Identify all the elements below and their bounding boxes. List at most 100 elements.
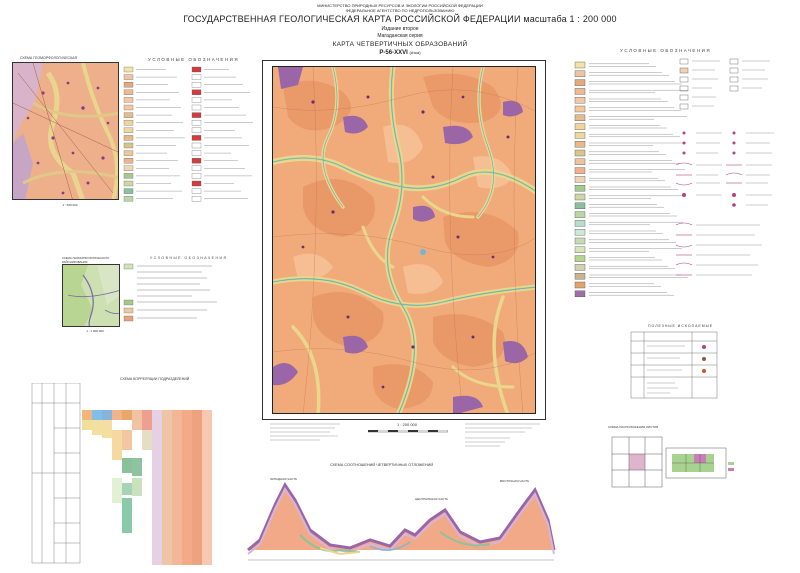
inset-legend-swatch (123, 165, 134, 171)
inset2-title: СХЕМА ГЕОМОРФОЛОГИЧЕСКОГО РАЙОНИРОВАНИЯ (62, 256, 110, 264)
inset-legend-symbol (191, 158, 202, 164)
legend-swatch (574, 61, 586, 69)
inset-legend-swatch (123, 104, 134, 111)
ministry-line: МИНИСТЕРСТВО ПРИРОДНЫХ РЕСУРСОВ И ЭКОЛОГ… (317, 3, 483, 8)
right-legend-swatches (574, 61, 688, 298)
sheet-number: P-56-XXVI (Атка) (300, 50, 500, 56)
inset-legend-symbol (191, 97, 202, 103)
scale-bar (368, 430, 448, 433)
inset-title: СХЕМА ГЕОМОРФОЛОГИЧЕСКАЯ (20, 56, 77, 60)
edition-label: Издание второе (381, 26, 419, 32)
inset-legend-swatch (123, 97, 134, 103)
legend-swatch (574, 149, 586, 157)
inset-legend-symbol (191, 112, 202, 118)
legend-swatch (574, 290, 586, 298)
inset-legend-symbol (191, 120, 202, 126)
page-title: ГОСУДАРСТВЕННАЯ ГЕОЛОГИЧЕСКАЯ КАРТА РОСС… (183, 14, 617, 24)
index-title: СХЕМА РАСПОЛОЖЕНИЯ ЛИСТОВ (608, 425, 659, 429)
inset-legend-swatch (123, 120, 134, 126)
inset-legend-symbol (191, 173, 202, 179)
inset-legend-swatch (123, 158, 134, 164)
right-legend-symbols (675, 58, 774, 276)
inset-legend-swatch (123, 82, 134, 88)
main-map[interactable] (272, 66, 536, 414)
legend-swatch (574, 167, 586, 174)
legend-swatch (574, 211, 586, 218)
inset-legend-swatch (123, 173, 134, 179)
legend-swatch (574, 97, 586, 104)
legend-swatch (574, 79, 586, 86)
legend-swatch (574, 105, 586, 113)
legend-swatch (574, 220, 586, 227)
map-name: КАРТА ЧЕТВЕРТИЧНЫХ ОБРАЗОВАНИЙ (332, 41, 468, 48)
series-label: Магаданская серия (377, 33, 423, 39)
agency-line: ФЕДЕРАЛЬНОЕ АГЕНТСТВО ПО НЕДРОПОЛЬЗОВАНИ… (345, 8, 455, 13)
correlation-title: СХЕМА КОРРЕЛЯЦИИ ПОДРАЗДЕЛЕНИЙ (120, 377, 190, 381)
legend-swatch (574, 202, 586, 210)
inset-legend-swatch (123, 150, 134, 156)
inset-legend-swatch (123, 188, 134, 194)
legend-swatch (574, 184, 586, 192)
inset-legend-symbol (191, 135, 202, 141)
inset-legend-symbol (191, 66, 202, 73)
inset-legend-symbol (191, 196, 202, 202)
inset-legend-symbol (191, 74, 202, 80)
inset-legend (123, 66, 253, 202)
inset-legend-swatch (123, 66, 134, 73)
inset-legend-symbol (191, 165, 202, 171)
legend-swatch (574, 228, 586, 236)
inset-legend-symbol (191, 127, 202, 133)
inset-legend-symbol (191, 188, 202, 194)
minerals-table (630, 331, 718, 399)
inset-legend-symbol (191, 89, 202, 95)
legend-swatch (574, 70, 586, 78)
inset2-scale: 1 : 1 000 000 (86, 329, 104, 333)
inset2-legend (123, 263, 217, 322)
inset-legend-symbol (191, 150, 202, 156)
legend-swatch (574, 264, 586, 271)
inset-legend-swatch (123, 135, 134, 141)
inset-legend-swatch (123, 127, 134, 133)
legend-swatch (574, 193, 586, 201)
legend-swatch (574, 123, 586, 130)
legend-swatch (574, 176, 586, 183)
regionalization-inset (62, 264, 120, 327)
right-legend-title: УСЛОВНЫЕ ОБОЗНАЧЕНИЯ (620, 48, 712, 53)
profile-title: СХЕМА СООТНОШЕНИЙ ЧЕТВЕРТИЧНЫХ ОТЛОЖЕНИЙ (330, 463, 434, 467)
inset-legend-symbol (191, 180, 202, 187)
legend-swatch (574, 272, 586, 280)
correlation-scheme (31, 383, 212, 565)
map-scale-label: 1 : 200 000 (396, 422, 418, 427)
sheet-code: P-56-XXVI (379, 50, 408, 56)
inset-legend-swatch (123, 112, 134, 118)
profile-label-east: ВОСТОЧНАЯ ЧАСТЬ (500, 479, 529, 483)
legend-swatch (574, 88, 586, 95)
legend-swatch (574, 140, 586, 148)
map-notes (270, 423, 540, 447)
profile-label-west: ЗАПАДНАЯ ЧАСТЬ (270, 477, 297, 481)
inset-legend-swatch (123, 196, 134, 202)
profile-section: ЗАПАДНАЯ ЧАСТЬ ЦЕНТРАЛЬНАЯ ЧАСТЬ ВОСТОЧН… (247, 477, 556, 561)
inset-legend-swatch (123, 180, 134, 187)
inset-scale: 1 : 500 000 (62, 203, 78, 207)
inset-legend-symbol (191, 82, 202, 88)
inset-map (13, 63, 118, 199)
sheet-index (611, 436, 663, 488)
legend-swatch (574, 158, 586, 166)
profile-label-center: ЦЕНТРАЛЬНАЯ ЧАСТЬ (415, 497, 448, 501)
geomorph-inset (12, 62, 119, 200)
inset-legend-symbol (191, 104, 202, 111)
inset-legend-swatch (123, 74, 134, 80)
inset2-legend-title: УСЛОВНЫЕ ОБОЗНАЧЕНИЯ (150, 256, 228, 260)
inset-legend-swatch (123, 142, 134, 149)
minerals-title: ПОЛЕЗНЫЕ ИСКОПАЕМЫЕ (648, 324, 714, 328)
regional-index (665, 447, 734, 479)
geology-map (273, 67, 535, 413)
legend-swatch (574, 246, 586, 254)
legend-swatch (574, 132, 586, 139)
inset-legend-title: УСЛОВНЫЕ ОБОЗНАЧЕНИЯ (148, 57, 240, 62)
inset-legend-swatch (123, 89, 134, 95)
legend-swatch (574, 281, 586, 289)
legend-swatch (574, 237, 586, 245)
sheet-note: (Атка) (409, 50, 421, 55)
